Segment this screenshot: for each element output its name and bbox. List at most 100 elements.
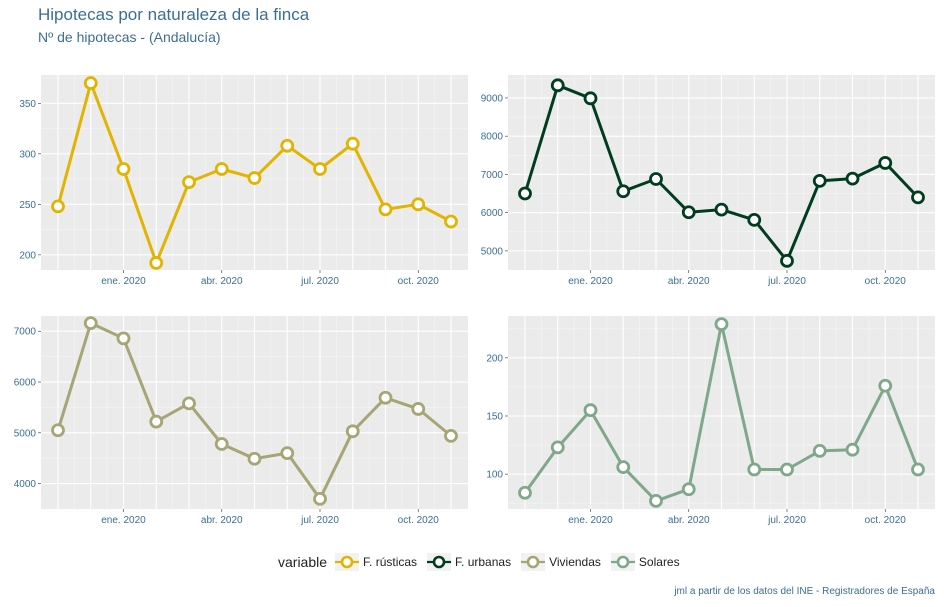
data-point: [116, 162, 131, 176]
data-point: [247, 171, 262, 185]
legend-item-urbanas: F. urbanas: [427, 553, 511, 571]
data-point: [182, 175, 196, 189]
y-tick-label: 5000: [481, 246, 504, 257]
x-tick-label: oct. 2020: [865, 515, 907, 526]
data-point: [280, 138, 295, 153]
y-tick-label: 7000: [14, 327, 37, 338]
data-point: [583, 403, 598, 418]
data-point: [550, 78, 565, 93]
x-tick-label: ene. 2020: [568, 276, 613, 287]
data-point: [116, 331, 131, 346]
data-point: [444, 428, 458, 443]
data-point: [214, 437, 229, 451]
legend-title: variable: [278, 554, 328, 570]
data-point: [83, 316, 98, 331]
x-tick-label: oct. 2020: [865, 276, 907, 287]
data-point: [812, 174, 827, 188]
data-point: [780, 253, 794, 268]
data-point: [911, 462, 925, 477]
y-tick-label: 350: [19, 99, 36, 110]
x-tick-label: abr. 2020: [201, 515, 243, 526]
data-point: [313, 162, 327, 176]
x-tick-label: abr. 2020: [668, 276, 710, 287]
data-point: [911, 190, 925, 205]
data-point: [649, 172, 663, 186]
data-point: [345, 424, 360, 439]
data-point: [681, 482, 696, 497]
y-tick-label: 5000: [14, 428, 37, 439]
x-tick-label: abr. 2020: [668, 515, 710, 526]
x-tick-label: ene. 2020: [101, 515, 146, 526]
panel-rusticas: 200 250 300 350 ene. 2020 abr. 2020 jul. 2020 o…: [19, 75, 468, 287]
y-tick-label: 7000: [481, 170, 504, 181]
data-point: [747, 213, 762, 227]
data-point: [182, 396, 196, 411]
data-point: [51, 199, 65, 214]
legend-item-viviendas: Viviendas: [521, 553, 601, 571]
data-point: [149, 256, 164, 270]
data-point: [411, 197, 426, 212]
panel-urbanas: 5000 6000 7000 8000 9000 ene. 2020 abr. 2020 ju…: [481, 75, 935, 287]
data-point: [714, 202, 729, 217]
data-point: [518, 186, 532, 201]
data-point: [583, 91, 598, 106]
data-point: [747, 462, 762, 477]
y-tick-label: 100: [486, 470, 503, 481]
data-point: [878, 156, 893, 170]
legend-label-rusticas: F. rústicas: [363, 555, 418, 569]
data-point: [616, 460, 631, 475]
data-point: [681, 205, 696, 220]
legend-item-solares: Solares: [610, 553, 680, 571]
legend-key-urbanas-icon: [427, 553, 452, 571]
legend: variable F. rústicas F. urbanas Vivienda…: [278, 553, 690, 571]
panel-solares: 100 150 200 ene. 2020 abr. 2020 jul. 2020 oct.…: [486, 316, 935, 526]
chart-subtitle: Nº de hipotecas - (Andalucía): [38, 29, 221, 45]
data-point: [845, 442, 860, 457]
data-point: [247, 451, 262, 466]
chart-title: Hipotecas por naturaleza de la finca: [38, 5, 310, 24]
data-point: [51, 423, 65, 438]
data-point: [214, 162, 229, 176]
x-tick-label: ene. 2020: [101, 276, 146, 287]
data-point: [714, 317, 729, 332]
y-tick-label: 150: [486, 411, 503, 422]
x-tick-label: jul. 2020: [767, 515, 806, 526]
data-point: [845, 171, 860, 186]
data-point: [878, 378, 893, 393]
x-tick-label: oct. 2020: [398, 515, 440, 526]
data-point: [345, 136, 360, 151]
x-tick-label: ene. 2020: [568, 515, 613, 526]
legend-label-urbanas: F. urbanas: [455, 555, 512, 569]
legend-label-solares: Solares: [638, 555, 680, 569]
data-point: [616, 184, 631, 199]
data-point: [378, 202, 393, 217]
y-tick-label: 300: [19, 149, 36, 160]
x-tick-label: abr. 2020: [201, 276, 243, 287]
data-point: [780, 462, 794, 477]
panel-viviendas: 4000 5000 6000 7000 ene. 2020 abr. 2020 jul. 2…: [14, 316, 468, 526]
y-tick-label: 9000: [481, 93, 504, 104]
y-tick-label: 4000: [14, 479, 37, 490]
legend-key-solares-icon: [610, 553, 635, 571]
y-tick-label: 200: [486, 353, 503, 364]
x-tick-label: jul. 2020: [300, 276, 339, 287]
data-point: [149, 414, 164, 429]
x-tick-label: oct. 2020: [398, 276, 440, 287]
data-point: [378, 390, 393, 405]
data-point: [518, 485, 532, 500]
data-point: [83, 76, 98, 90]
y-tick-label: 8000: [481, 132, 504, 143]
y-tick-label: 6000: [481, 208, 504, 219]
x-tick-label: jul. 2020: [767, 276, 806, 287]
data-point: [280, 446, 295, 461]
legend-item-rusticas: F. rústicas: [335, 553, 417, 571]
data-point: [313, 491, 327, 506]
data-point: [444, 214, 458, 229]
data-point: [550, 440, 565, 455]
legend-key-viviendas-icon: [521, 553, 546, 571]
x-tick-label: jul. 2020: [300, 515, 339, 526]
legend-key-rusticas-icon: [335, 553, 360, 571]
data-point: [411, 402, 426, 416]
source-caption: jml a partir de los datos del INE - Regi…: [674, 586, 935, 597]
legend-label-viviendas: Viviendas: [549, 555, 601, 569]
